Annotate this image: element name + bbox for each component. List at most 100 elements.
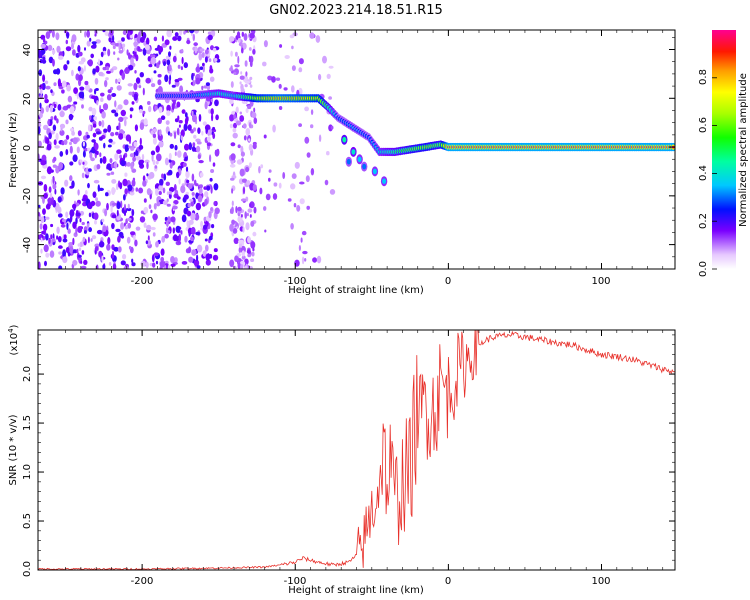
spectrogram-noise-speck bbox=[38, 204, 41, 208]
spectrogram-noise-speck bbox=[101, 255, 104, 263]
spectrogram-noise-speck bbox=[138, 159, 145, 164]
spectrogram-noise-speck bbox=[112, 263, 117, 269]
spectrogram-noise-speck bbox=[55, 32, 60, 41]
spectrogram-noise-speck bbox=[208, 109, 212, 114]
spectrogram-noise-speck bbox=[42, 139, 45, 143]
spectrogram-xlabel: Height of straight line (km) bbox=[288, 285, 424, 296]
spectrogram-streak-core bbox=[351, 149, 356, 155]
spectrogram-noise-speck bbox=[232, 132, 238, 139]
spectrogram-noise-speck bbox=[45, 233, 49, 241]
spectrogram-noise-speck bbox=[138, 187, 144, 194]
spectrogram-noise-speck bbox=[199, 48, 205, 52]
spectrogram-noise-speck bbox=[38, 118, 41, 123]
spectrogram-noise-speck bbox=[81, 172, 85, 179]
spectrogram-noise-speck bbox=[273, 182, 278, 187]
spectrogram-noise-speck bbox=[72, 154, 78, 162]
spectrogram-noise-speck bbox=[230, 50, 233, 57]
spectrogram-noise-speck bbox=[191, 192, 195, 196]
spectrogram-noise-speck bbox=[163, 173, 167, 181]
spectrogram-noise-speck bbox=[172, 55, 177, 63]
spectrogram-noise-speck bbox=[244, 80, 250, 84]
spectrogram-noise-speck bbox=[239, 115, 245, 122]
spectrogram-noise-speck bbox=[263, 134, 267, 139]
spectrogram-noise-speck bbox=[139, 216, 146, 223]
spectrogram-noise-speck bbox=[133, 42, 139, 46]
spectrogram-noise-speck bbox=[175, 225, 181, 233]
spectrogram-noise-speck bbox=[131, 179, 136, 187]
spectrogram-noise-speck bbox=[268, 177, 271, 182]
spectrogram-noise-speck bbox=[210, 108, 214, 115]
spectrogram-noise-speck bbox=[42, 37, 46, 43]
spectrogram-noise-speck bbox=[290, 183, 296, 190]
spectrogram-noise-speck bbox=[167, 169, 173, 176]
spectrogram-noise-speck bbox=[208, 211, 212, 219]
spectrogram-noise-speck bbox=[118, 116, 124, 122]
spectrogram-noise-speck bbox=[180, 129, 185, 137]
spectrogram-noise-speck bbox=[328, 96, 332, 100]
spectrogram-noise-speck bbox=[245, 108, 249, 114]
spectrogram-noise-speck bbox=[102, 66, 107, 71]
spectrogram-noise-speck bbox=[196, 145, 201, 153]
spectrogram-noise-speck bbox=[66, 84, 71, 92]
spectrogram-noise-speck bbox=[240, 151, 245, 157]
colorbar-label: Normalized spectral amplitude bbox=[738, 73, 749, 227]
spectrogram-noise-speck bbox=[61, 80, 67, 88]
spectrogram-noise-speck bbox=[117, 104, 123, 110]
spectrogram-noise-speck bbox=[88, 227, 92, 233]
spectrogram-noise-speck bbox=[109, 158, 113, 164]
spectrogram-noise-speck bbox=[167, 264, 171, 269]
spectrogram-noise-speck bbox=[66, 222, 69, 230]
spectrogram-noise-speck bbox=[238, 242, 243, 249]
snr-series-line bbox=[38, 330, 675, 570]
spectrogram-noise-speck bbox=[102, 46, 107, 53]
spectrogram-noise-speck bbox=[69, 141, 72, 146]
spectrogram-noise-speck bbox=[107, 48, 111, 57]
spectrogram-noise-speck bbox=[83, 65, 86, 72]
spectrogram-noise-speck bbox=[198, 52, 203, 61]
spectrogram-noise-speck bbox=[133, 82, 138, 91]
spectrogram-noise-speck bbox=[169, 186, 175, 193]
spectrogram-noise-speck bbox=[152, 137, 157, 145]
spectrogram-noise-speck bbox=[329, 189, 336, 195]
spectrogram-noise-speck bbox=[116, 149, 122, 154]
spectrogram-noise-speck bbox=[231, 219, 236, 225]
spectrogram-noise-speck bbox=[87, 236, 90, 244]
spectrogram-noise-speck bbox=[80, 265, 87, 269]
spectrogram-noise-speck bbox=[78, 247, 82, 251]
spectrogram-noise-speck bbox=[71, 69, 74, 77]
spectrogram-noise-speck bbox=[112, 250, 114, 259]
spectrogram-noise-speck bbox=[272, 193, 278, 200]
spectrogram-noise-speck bbox=[61, 89, 65, 94]
spectrogram-noise-speck bbox=[73, 101, 78, 105]
spectrogram-noise-speck bbox=[150, 54, 156, 58]
spectrogram-noise-speck bbox=[193, 127, 196, 132]
spectrogram-noise-speck bbox=[204, 101, 208, 110]
spectrogram-noise-speck bbox=[41, 230, 45, 235]
spectrogram-noise-speck bbox=[152, 232, 156, 237]
spectrogram-noise-speck bbox=[196, 254, 199, 262]
spectrogram-noise-speck bbox=[298, 245, 301, 251]
spectrogram-noise-speck bbox=[98, 120, 102, 127]
spectrogram-noise-speck bbox=[207, 34, 213, 41]
spectrogram-noise-speck bbox=[298, 123, 302, 127]
spectrogram-noise-speck bbox=[214, 99, 219, 107]
spectrogram-noise-speck bbox=[98, 136, 103, 141]
spectrogram-noise-speck bbox=[272, 124, 276, 133]
spectrogram-noise-speck bbox=[110, 205, 113, 214]
spectrogram-panel: -200 -100 0 100 Height of straight line … bbox=[8, 29, 676, 296]
spectrogram-noise-speck bbox=[54, 115, 57, 121]
spectrogram-noise-speck bbox=[87, 59, 93, 67]
spectrogram-noise-speck bbox=[127, 184, 133, 192]
spectrogram-noise-speck bbox=[53, 69, 58, 75]
spectrogram-noise-speck bbox=[63, 139, 68, 146]
spectrogram-noise-speck bbox=[97, 184, 101, 192]
spectrogram-noise-speck bbox=[143, 222, 147, 228]
spectrogram-noise-speck bbox=[186, 179, 190, 184]
spectrogram-noise-speck bbox=[242, 123, 247, 129]
spectrogram-noise-speck bbox=[45, 31, 51, 39]
spectrogram-noise-speck bbox=[173, 131, 177, 139]
spectrogram-noise-speck bbox=[193, 42, 198, 47]
spectrogram-noise-speck bbox=[94, 246, 99, 252]
spectrogram-noise-speck bbox=[106, 94, 112, 101]
spectrogram-noise-speck bbox=[204, 56, 208, 63]
